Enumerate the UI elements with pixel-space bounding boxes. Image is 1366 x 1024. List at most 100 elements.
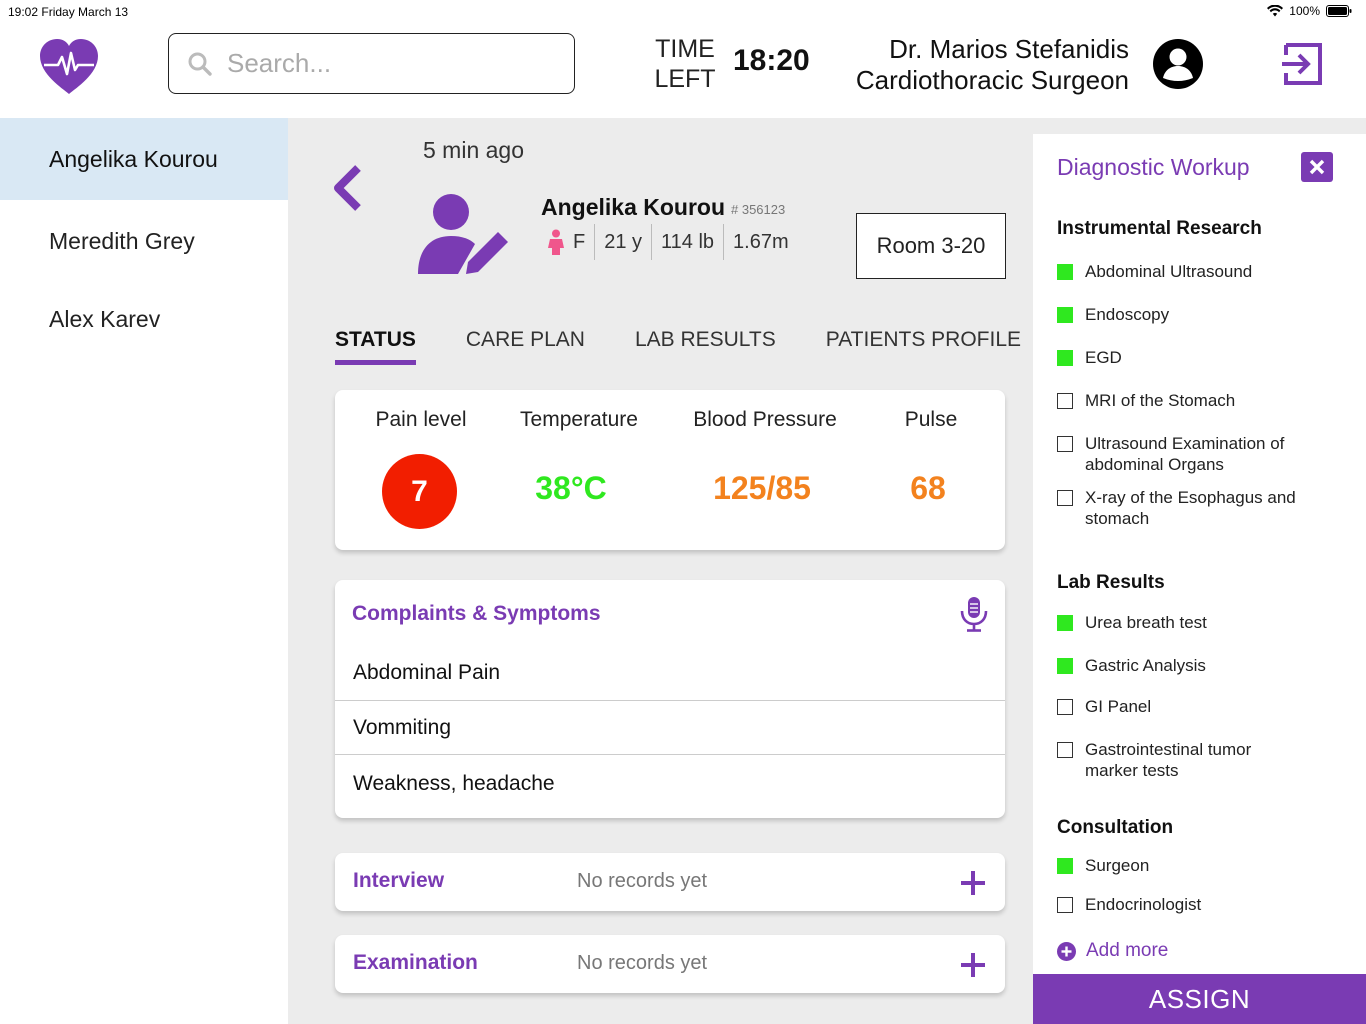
complaint-item[interactable]: Vommiting (335, 700, 1005, 754)
checkbox[interactable] (1057, 699, 1073, 715)
workup-item[interactable]: Urea breath test (1057, 612, 1207, 633)
search-icon (188, 52, 212, 76)
time-left-label: TIME LEFT (652, 34, 718, 94)
time-left-value: 18:20 (733, 44, 810, 77)
sex-cell: F (538, 224, 596, 260)
pulse-value: 68 (910, 470, 946, 506)
search-box[interactable] (168, 33, 575, 94)
doctor-info: Dr. Marios Stefanidis Cardiothoracic Sur… (856, 34, 1129, 96)
checkbox[interactable] (1057, 393, 1073, 409)
patient-list-item-active[interactable]: Angelika Kourou (0, 118, 288, 200)
microphone-icon[interactable] (959, 596, 989, 632)
tab-status[interactable]: STATUS (335, 328, 416, 365)
interview-title: Interview (353, 869, 445, 892)
back-chevron-icon[interactable] (330, 164, 364, 212)
workup-item[interactable]: MRI of the Stomach (1057, 390, 1235, 411)
tab-patients-profile[interactable]: PATIENTS PROFILE (825, 328, 1022, 351)
checkbox[interactable] (1057, 490, 1073, 506)
doctor-name: Dr. Marios Stefanidis (889, 34, 1129, 64)
status-right: 100% (1267, 4, 1352, 18)
patient-list-item-label: Angelika Kourou (49, 145, 218, 172)
examination-card: Examination No records yet (335, 935, 1005, 993)
complaint-item[interactable]: Weakness, headache (335, 754, 1005, 812)
wifi-icon (1267, 5, 1284, 17)
patient-detail-panel: 5 min ago Angelika Kourou # 356123 F 21 … (288, 118, 1033, 1024)
add-interview-plus-icon[interactable] (959, 869, 987, 897)
logout-icon[interactable] (1280, 41, 1326, 87)
pain-level-label: Pain level (375, 408, 467, 431)
battery-percent: 100% (1289, 4, 1320, 18)
complaint-item[interactable]: Abdominal Pain (353, 661, 501, 684)
checkbox[interactable] (1057, 742, 1073, 758)
workup-item[interactable]: GI Panel (1057, 696, 1151, 717)
workup-item[interactable]: Surgeon (1057, 855, 1149, 876)
workup-item[interactable]: Gastrointestinal tumor marker tests (1057, 739, 1297, 781)
add-more-button[interactable]: Add more (1057, 940, 1168, 962)
workup-item-label: EGD (1085, 348, 1122, 367)
time-left-label-line2: LEFT (654, 65, 716, 93)
status-time-date: 19:02 Friday March 13 (8, 5, 129, 19)
diagnostic-workup-panel: Diagnostic Workup Instrumental Research … (1033, 134, 1366, 1024)
female-icon (548, 229, 564, 255)
checkbox[interactable] (1057, 897, 1073, 913)
workup-item[interactable]: EGD (1057, 347, 1122, 368)
workup-item-label: Endoscopy (1085, 305, 1170, 324)
complaints-title: Complaints & Symptoms (352, 602, 601, 625)
checkbox[interactable] (1057, 436, 1073, 452)
diagnostic-workup-title: Diagnostic Workup (1057, 154, 1250, 180)
workup-item[interactable]: Endocrinologist (1057, 894, 1201, 915)
patient-list-item[interactable]: Meredith Grey (0, 200, 288, 282)
add-examination-plus-icon[interactable] (959, 951, 987, 979)
doctor-title: Cardiothoracic Surgeon (855, 65, 1129, 95)
blood-pressure-label: Blood Pressure (693, 408, 837, 431)
workup-item[interactable]: Endoscopy (1057, 304, 1169, 325)
workup-item[interactable]: Gastric Analysis (1057, 655, 1206, 676)
pulse-label: Pulse (904, 408, 958, 431)
patient-id: # 356123 (731, 202, 786, 217)
status-bar: 19:02 Friday March 13 100% (0, 0, 1366, 22)
vitals-card: Pain level 7 Temperature 38°C Blood Pres… (335, 390, 1005, 550)
workup-item[interactable]: Ultrasound Examination of abdominal Orga… (1057, 433, 1317, 475)
checkbox[interactable] (1057, 858, 1073, 874)
add-more-label: Add more (1086, 940, 1169, 961)
checkbox[interactable] (1057, 307, 1073, 323)
checkbox[interactable] (1057, 615, 1073, 631)
patient-edit-icon[interactable] (416, 192, 512, 278)
interview-card: Interview No records yet (335, 853, 1005, 911)
pain-level-value: 7 (382, 454, 457, 529)
patient-height: 1.67m (733, 230, 789, 253)
tab-lab-results[interactable]: LAB RESULTS (634, 328, 776, 351)
user-avatar-icon[interactable] (1152, 38, 1204, 90)
assign-button[interactable]: ASSIGN (1033, 974, 1366, 1024)
close-panel-button[interactable] (1301, 152, 1333, 182)
app-header: TIME LEFT 18:20 Dr. Marios Stefanidis Ca… (0, 22, 1366, 118)
workup-item-label: GI Panel (1085, 697, 1152, 716)
checkbox[interactable] (1057, 264, 1073, 280)
workup-item[interactable]: Abdominal Ultrasound (1057, 261, 1252, 282)
patient-sex: F (573, 230, 586, 253)
patient-demographics: F 21 y 114 lb 1.67m (538, 224, 798, 260)
close-icon (1309, 159, 1325, 175)
workup-item-label: Surgeon (1085, 856, 1150, 875)
battery-icon (1326, 5, 1352, 17)
patient-list-item-label: Alex Karev (49, 305, 161, 332)
search-input[interactable] (227, 48, 547, 79)
workup-item[interactable]: X-ray of the Esophagus and stomach (1057, 487, 1327, 529)
temperature-label: Temperature (520, 408, 638, 431)
tab-care-plan[interactable]: CARE PLAN (465, 328, 585, 351)
workup-item-label: Ultrasound Examination of abdominal Orga… (1085, 434, 1285, 474)
patient-list-item[interactable]: Alex Karev (0, 278, 288, 360)
heart-pulse-logo-icon[interactable] (38, 38, 100, 96)
checkbox[interactable] (1057, 350, 1073, 366)
temperature-value: 38°C (535, 470, 607, 506)
workup-item-label: Endocrinologist (1085, 895, 1202, 914)
patient-name: Angelika Kourou (541, 194, 726, 220)
plus-circle-icon (1057, 941, 1076, 961)
room-badge[interactable]: Room 3-20 (856, 213, 1006, 279)
examination-status: No records yet (577, 952, 708, 974)
interview-status: No records yet (577, 870, 708, 892)
workup-item-label: Gastrointestinal tumor marker tests (1085, 740, 1252, 780)
checkbox[interactable] (1057, 658, 1073, 674)
tab-bar: STATUS CARE PLAN LAB RESULTS PATIENTS PR… (335, 328, 1021, 365)
patient-list-sidebar: Angelika Kourou Meredith Grey Alex Karev (0, 118, 288, 1024)
